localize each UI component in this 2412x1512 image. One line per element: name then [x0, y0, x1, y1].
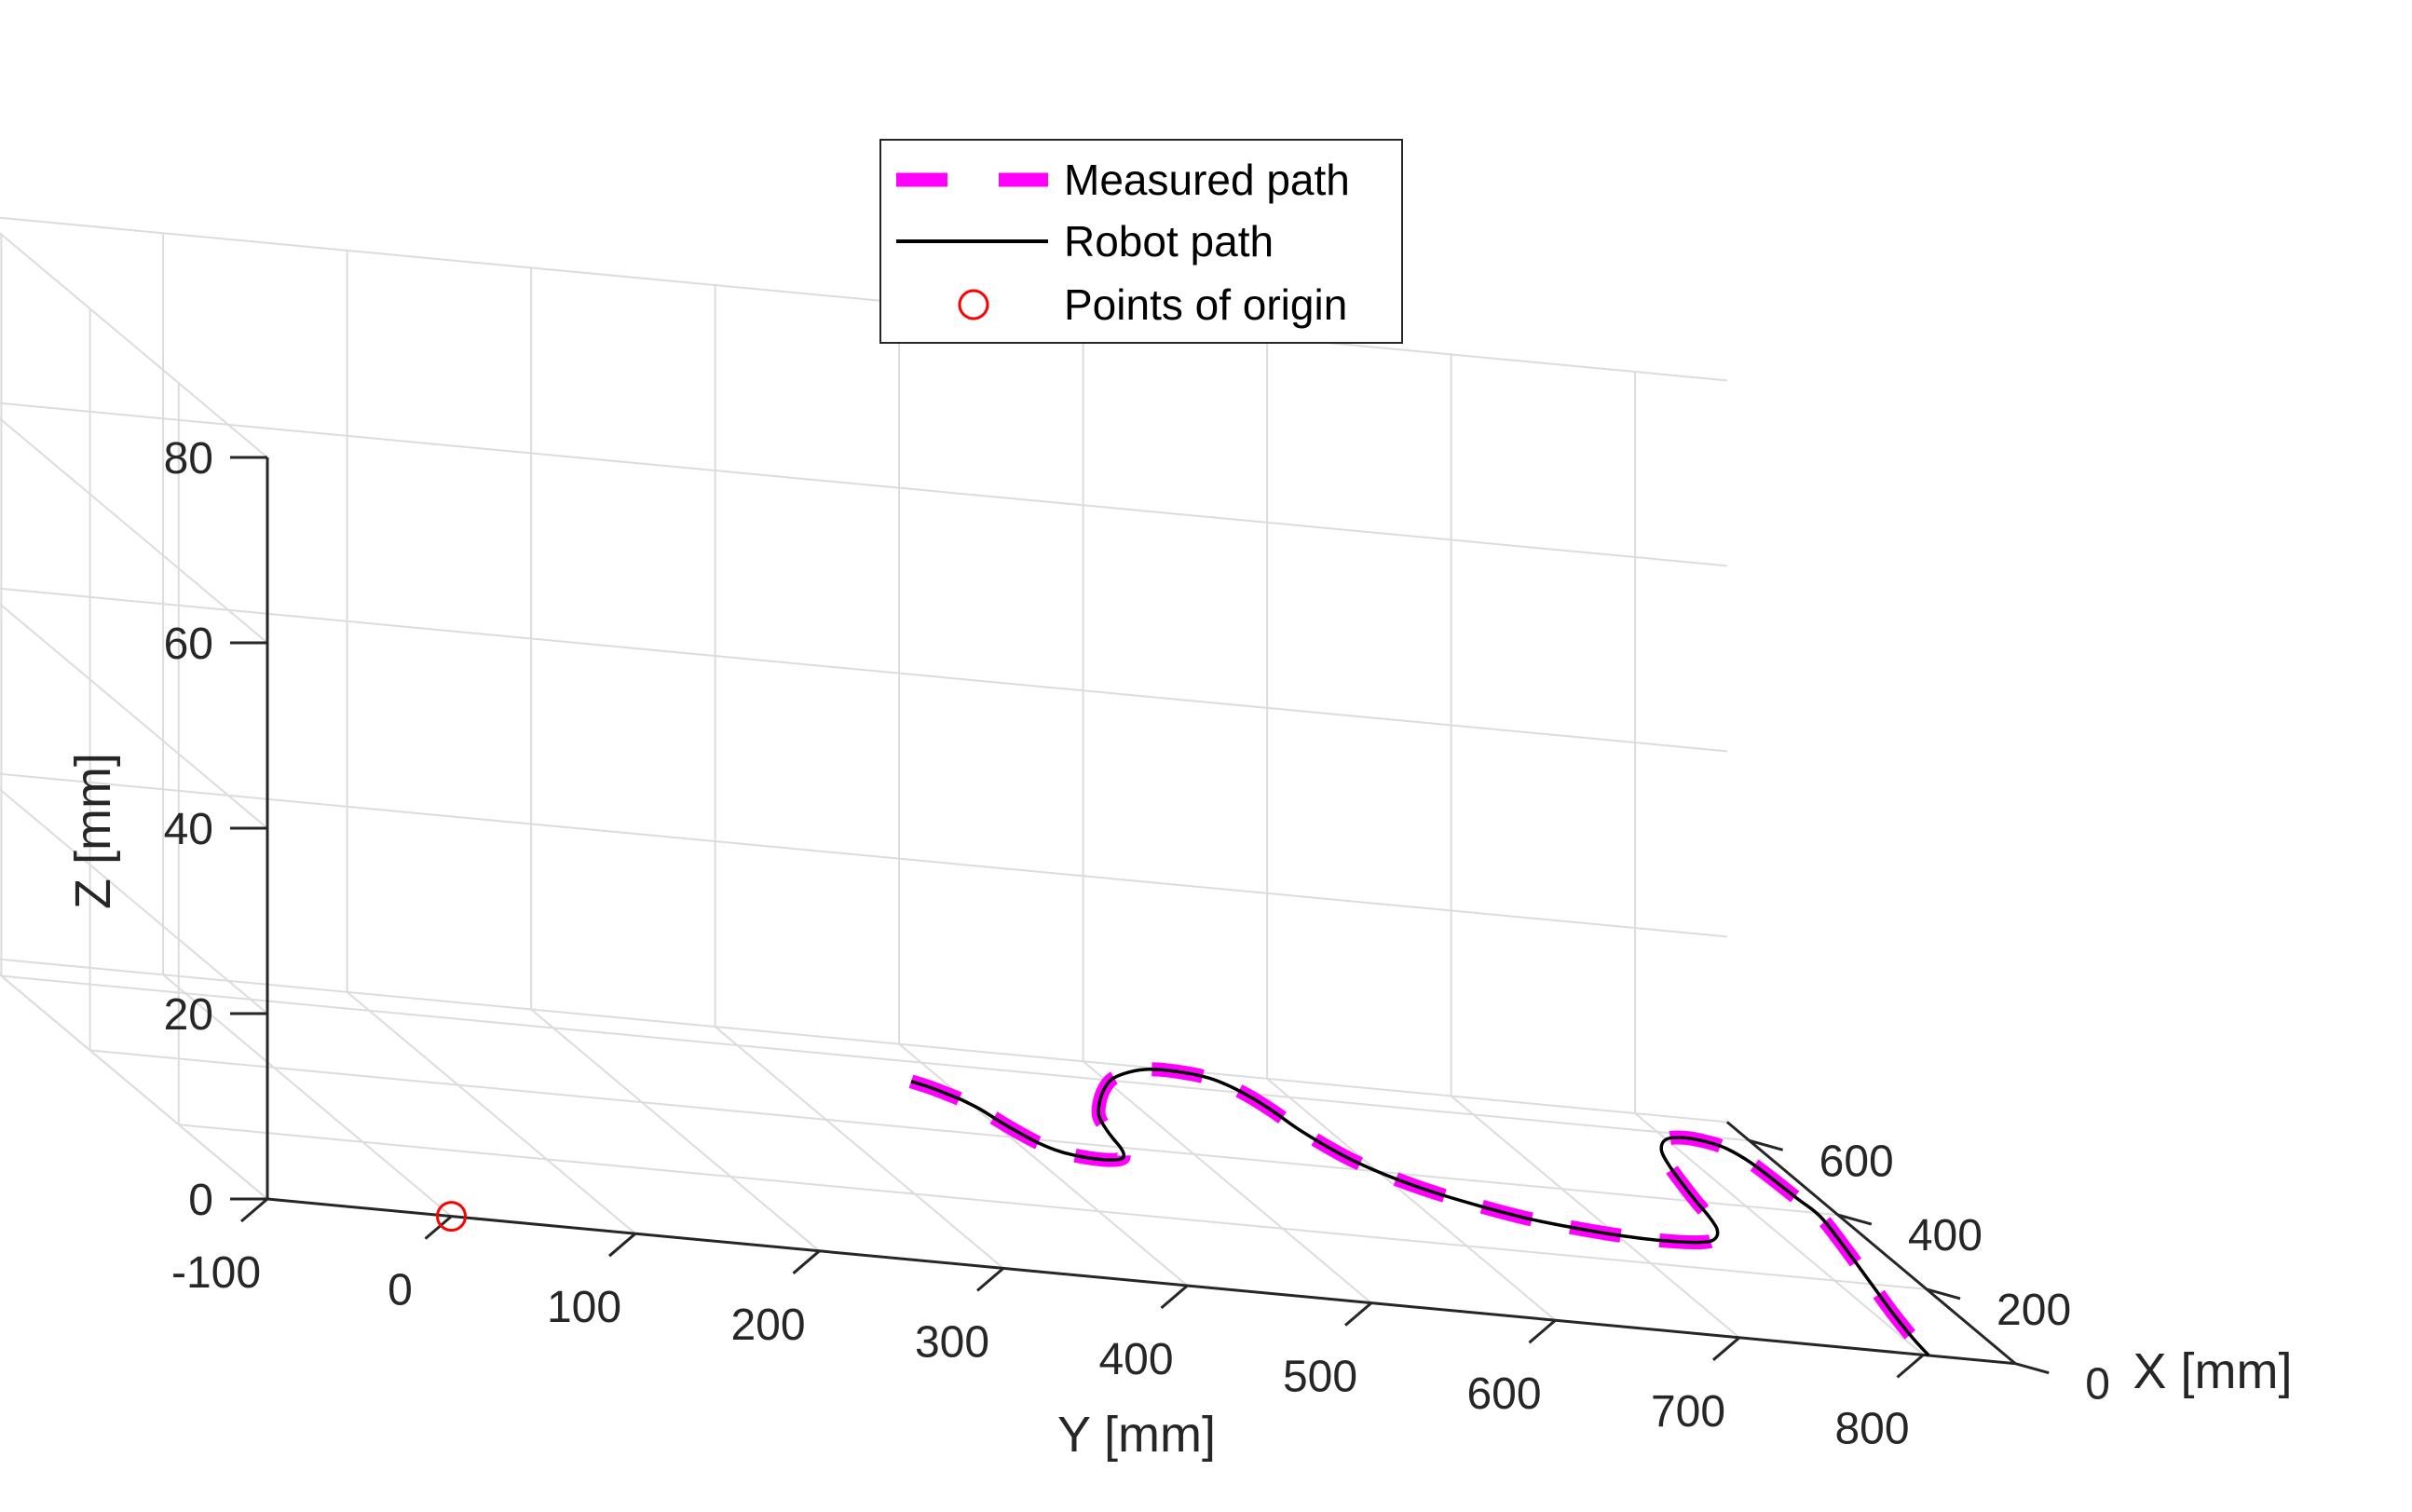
grid-lines	[0, 216, 2016, 1365]
grid-floor-y-line	[0, 974, 268, 1200]
grid-floor-y-line	[898, 1042, 1189, 1287]
y-tick-mark	[976, 1267, 1004, 1292]
x-tick-label: 600	[1819, 1137, 1894, 1186]
measured-path-line	[908, 1062, 1934, 1361]
z-tick-label: 60	[164, 620, 213, 669]
grid-floor-y-line	[714, 1026, 1004, 1270]
y-tick-label: 300	[915, 1317, 989, 1367]
grid-left-z-line	[0, 603, 268, 829]
y-tick-mark	[792, 1249, 821, 1274]
y-tick-mark	[1896, 1354, 1925, 1379]
grid-floor-y-line	[1266, 1078, 1557, 1321]
origin-point-marker	[436, 1201, 467, 1233]
grid-floor-x-line	[89, 1049, 1838, 1217]
grid-back-z-line	[0, 402, 1727, 567]
grid-left-z-line	[0, 788, 268, 1015]
grid-floor-y-line	[1082, 1060, 1372, 1304]
x-tick-label: 0	[2085, 1360, 2110, 1410]
x-axis-line	[1725, 1121, 2017, 1365]
z-tick-label: 40	[164, 805, 213, 854]
z-tick-label: 0	[188, 1176, 213, 1225]
plot-area	[436, 1062, 1934, 1361]
y-tick-label: 0	[388, 1266, 413, 1315]
grid-floor-y-line	[530, 1008, 821, 1252]
legend-origin-marker	[958, 289, 989, 320]
y-tick-mark	[1528, 1319, 1557, 1344]
x-tick-mark	[1926, 1287, 1961, 1301]
y-tick-label: 700	[1651, 1387, 1725, 1437]
grid-floor-y-line	[1634, 1112, 1925, 1356]
y-tick-mark	[1712, 1336, 1740, 1361]
x-tick-label: 200	[1996, 1286, 2071, 1335]
y-tick-mark	[1160, 1284, 1189, 1310]
y-tick-mark	[1344, 1301, 1372, 1327]
grid-floor-y-line	[346, 991, 636, 1234]
z-tick-label: 80	[164, 434, 213, 484]
grid-floor-y-line	[162, 974, 453, 1218]
y-tick-label: -100	[171, 1248, 261, 1298]
grid-back-z-line	[0, 587, 1727, 753]
y-tick-label: 100	[547, 1283, 621, 1332]
z-axis-label: Z [mm]	[65, 753, 121, 909]
y-axis-label: Y [mm]	[1057, 1407, 1216, 1463]
z-tick-label: 20	[164, 990, 213, 1040]
grid-floor-y-line	[1450, 1095, 1740, 1339]
y-tick-label: 800	[1834, 1404, 1909, 1453]
y-tick-mark	[424, 1215, 453, 1240]
grid-back-z-line	[0, 958, 1727, 1124]
legend-measured-label: Measured path	[1064, 156, 1350, 204]
x-tick-mark	[1837, 1213, 1873, 1226]
y-tick-label: 400	[1098, 1335, 1173, 1384]
grid-left-z-line	[0, 232, 268, 458]
x-tick-label: 400	[1908, 1211, 1983, 1260]
grid-left-z-line	[0, 974, 268, 1200]
legend-origin-label: Points of origin	[1064, 280, 1347, 329]
grid-left-z-line	[0, 417, 268, 644]
robot-path-line	[910, 1068, 1930, 1357]
y-tick-mark	[608, 1233, 636, 1258]
legend-robot-label: Robot path	[1064, 217, 1274, 266]
y-tick-label: 600	[1466, 1369, 1541, 1419]
grid-floor-x-line	[1, 974, 1750, 1142]
y-axis-line	[266, 1197, 2016, 1366]
y-tick-mark	[240, 1197, 268, 1223]
x-axis-label: X [mm]	[2133, 1343, 2293, 1399]
y-tick-label: 500	[1283, 1353, 1357, 1402]
x-tick-mark	[2014, 1362, 2050, 1375]
y-tick-label: 200	[730, 1301, 805, 1350]
x-tick-mark	[1749, 1138, 1784, 1151]
grid-floor-x-line	[178, 1124, 1928, 1290]
legend: Measured path Robot path Points of origi…	[879, 139, 1403, 344]
grid-back-z-line	[0, 216, 1727, 382]
axes	[230, 456, 2050, 1379]
grid-back-z-line	[0, 772, 1727, 938]
